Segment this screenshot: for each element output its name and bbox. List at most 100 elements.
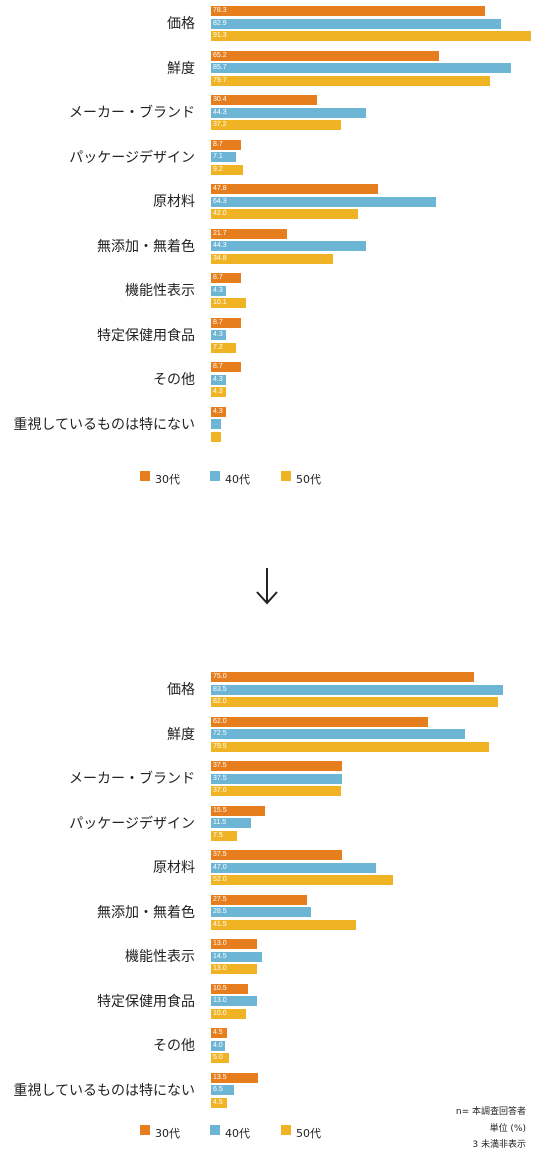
data-label: 44.3 (213, 108, 227, 116)
data-label: 9.2 (213, 165, 223, 173)
legend-swatch (140, 471, 150, 481)
category-label: メーカー・ブランド (69, 771, 195, 787)
bar (211, 184, 379, 194)
category-label: 価格 (167, 682, 195, 698)
data-label: 78.3 (213, 7, 227, 14)
bar (211, 63, 511, 73)
data-label: 28.5 (213, 908, 227, 915)
bar (211, 996, 257, 1006)
data-label: 34.8 (213, 254, 227, 262)
data-label: 91.3 (213, 32, 227, 39)
data-label: 4.3 (213, 407, 223, 415)
legend-item: 40代 (210, 1125, 250, 1141)
legend-item: 30代 (140, 471, 180, 487)
bar (211, 716, 428, 727)
data-label: 79.7 (213, 76, 227, 84)
data-label: 4.5 (213, 1029, 223, 1036)
bar (211, 684, 504, 695)
legend-swatch (210, 471, 220, 481)
data-label: 21.7 (213, 229, 227, 237)
data-label: 37.2 (213, 121, 227, 128)
bar (211, 298, 247, 308)
data-label: 37.5 (213, 762, 227, 769)
data-label: 7.5 (213, 831, 223, 839)
category-label: 価格 (167, 16, 195, 32)
bar (211, 862, 376, 873)
data-label: 7.2 (213, 343, 223, 351)
bar (211, 951, 262, 962)
data-label: 47.0 (213, 863, 227, 871)
data-label: 8.7 (213, 363, 223, 370)
bar (211, 75, 490, 86)
legend-swatch (140, 1125, 150, 1135)
bar (211, 1085, 234, 1095)
bar (211, 1028, 227, 1038)
legend-item: 30代 (140, 1125, 180, 1141)
bar (211, 120, 342, 130)
data-label: 4.0 (213, 1041, 223, 1049)
legend-item: 50代 (281, 1125, 321, 1141)
category-label: 原材料 (153, 194, 195, 210)
sample-note: n= 本調査回答者 (455, 1107, 526, 1117)
bar (211, 152, 236, 162)
data-label: 4.3 (213, 286, 223, 294)
data-label: 83.5 (213, 685, 227, 693)
legend-label: 30代 (155, 473, 180, 486)
data-label: 15.5 (213, 806, 227, 814)
bar (211, 196, 437, 207)
bar (211, 139, 242, 150)
legend-swatch (281, 1125, 291, 1135)
bar (211, 875, 393, 885)
data-label: 13.0 (213, 940, 227, 947)
data-label: 37.5 (213, 851, 227, 858)
bar (211, 406, 227, 417)
category-label: 無添加・無着色 (97, 904, 195, 921)
legend-swatch (281, 471, 291, 481)
data-label: 5.0 (213, 1054, 223, 1061)
data-label: 64.3 (213, 197, 227, 205)
data-label: 13.0 (213, 997, 227, 1004)
data-label: 42.0 (213, 210, 227, 217)
category-label: 機能性表示 (125, 949, 195, 965)
bar (211, 253, 333, 264)
data-label: 13.0 (213, 965, 227, 972)
bar (211, 1053, 229, 1063)
data-label: 13.5 (213, 1073, 227, 1081)
bar (211, 362, 242, 372)
data-label: 8.7 (213, 274, 223, 281)
category-label: パッケージデザイン (69, 815, 195, 832)
bar (211, 1008, 246, 1019)
bar (211, 964, 257, 974)
bar (211, 95, 318, 105)
data-label: 41.5 (213, 920, 227, 928)
legend-label: 50代 (296, 1127, 321, 1140)
category-label: 機能性表示 (125, 283, 195, 299)
down-arrow-icon (256, 568, 278, 605)
bar (211, 830, 238, 841)
bar (211, 31, 531, 41)
unit-note: 単位 (%) (489, 1124, 526, 1134)
data-label: 10.0 (213, 1009, 227, 1017)
bar (211, 374, 227, 385)
bar (211, 241, 367, 251)
bar (211, 1040, 225, 1051)
bar (211, 939, 257, 949)
legend-label: 40代 (225, 473, 250, 486)
bar (211, 983, 248, 994)
bar (211, 431, 222, 442)
chart-before: 価格 78.3 82.9 91.3 鮮度 65.2 85.7 79.7 メーカー・ブランド 30.… (0, 0, 536, 500)
bar (211, 342, 237, 353)
bar (211, 107, 367, 118)
bar (211, 50, 440, 61)
data-label: 52.0 (213, 876, 227, 883)
bar (211, 317, 242, 328)
bar (211, 285, 227, 296)
bar (211, 1072, 259, 1083)
bar (211, 273, 242, 283)
data-label: 62.0 (213, 717, 227, 725)
bar (211, 6, 486, 16)
category-label: 鮮度 (167, 60, 195, 77)
category-label: 鮮度 (167, 726, 195, 743)
chart-after: 価格 75.0 83.5 82.0 鮮度 62.0 72.5 79.5 メーカー・ブランド 37.… (0, 668, 536, 1156)
bar (211, 209, 358, 219)
